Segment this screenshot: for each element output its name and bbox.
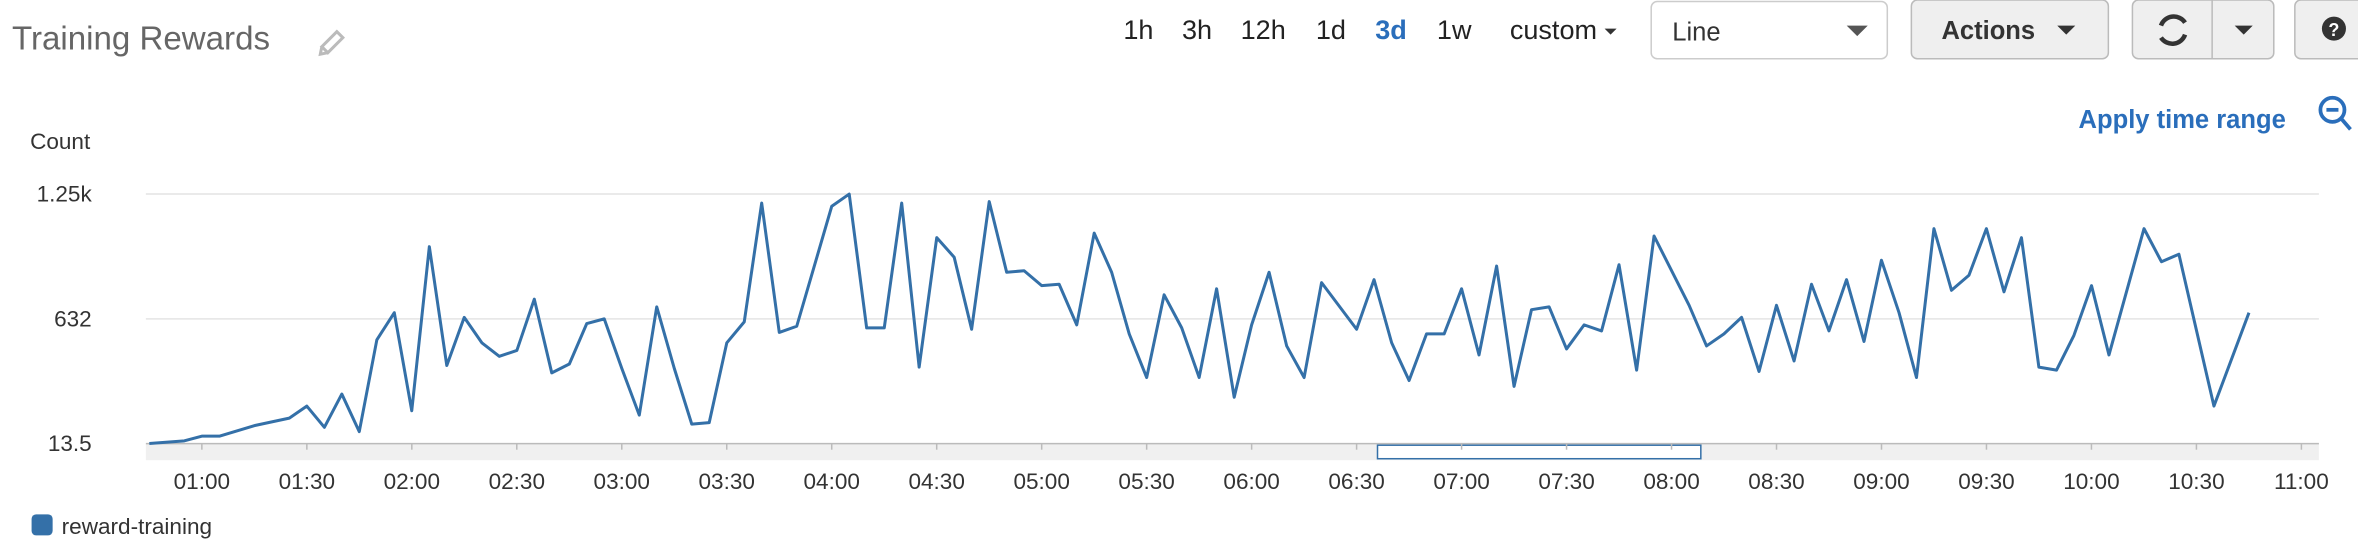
x-tick-label: 01:00 [174,469,230,494]
y-axis-label: Count [30,129,91,154]
edit-icon[interactable] [318,29,345,57]
x-tick-label: 02:00 [384,469,440,494]
view-select[interactable] [1650,0,1889,60]
refresh-icon [2158,14,2188,46]
y-tick-label: 632 [54,306,92,331]
legend-label: reward-training [62,514,212,539]
x-tick-label: 05:30 [1118,469,1174,494]
x-tick-label: 09:30 [1958,469,2014,494]
x-tick-label: 03:00 [594,469,650,494]
axis-band [145,443,2319,461]
x-tick-label: 02:30 [489,469,545,494]
title: Training Rewards [12,21,270,58]
apply-time-range[interactable]: Apply time range [2079,106,2286,134]
time-range[interactable]: 12h [1241,15,1286,45]
time-range[interactable]: 1d [1316,15,1346,45]
time-ranges: 1h 3h 12h 1d 3d 1w custom [1123,15,1617,45]
plot: 13.5 632 1.25k 01:00 01:30 02:00 02:30 03:00 03:… [31,182,2329,539]
actions-caret [2057,25,2076,35]
y-tick-label: 13.5 [48,431,92,456]
x-tick-label: 10:30 [2168,469,2224,494]
refresh-caret[interactable] [2234,25,2253,35]
x-tick-label: 07:00 [1433,469,1489,494]
time-range[interactable]: custom [1510,15,1597,45]
x-tick-label: 08:00 [1643,469,1699,494]
legend-swatch [31,514,53,536]
x-tick-label: 07:30 [1538,469,1594,494]
x-tick-label: 06:00 [1223,469,1279,494]
time-range[interactable]: 3h [1182,15,1212,45]
x-tick-label: 01:30 [279,469,335,494]
x-tick-label: 06:30 [1328,469,1384,494]
x-tick-label: 10:00 [2063,469,2119,494]
help-label: ? [2328,20,2339,40]
y-tick-label: 1.25k [37,182,93,207]
x-tick-label: 08:30 [1748,469,1804,494]
range-brush[interactable] [1376,444,1702,460]
zoom-out-icon[interactable] [2318,95,2352,131]
custom-caret [1604,28,1617,35]
x-tick-label: 04:00 [804,469,860,494]
series-line [149,192,2251,446]
actions-button[interactable] [1910,0,2110,60]
x-tick-label: 05:00 [1013,469,1069,494]
time-range[interactable]: 1w [1437,15,1472,45]
actions-label: Actions [1941,17,2035,45]
x-tick-label: 11:00 [2274,469,2329,494]
view-select-label: Line [1672,19,1720,47]
time-range[interactable]: 1h [1123,15,1153,45]
x-tick-label: 09:00 [1853,469,1909,494]
refresh-button[interactable] [2131,0,2275,60]
help-icon [2321,16,2346,41]
select-caret [1846,25,1868,37]
time-range[interactable]: 3d [1375,15,1407,45]
x-tick-label: 04:30 [908,469,964,494]
x-tick-label: 03:30 [699,469,755,494]
